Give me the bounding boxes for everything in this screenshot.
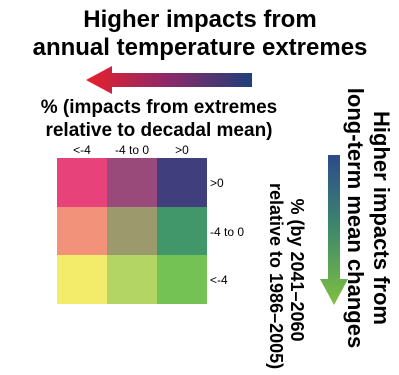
bivariate-color-legend xyxy=(57,158,207,305)
legend-cell xyxy=(57,255,107,305)
legend-cell xyxy=(57,206,107,256)
row-axis-title-line-2: relative to decadal mean) xyxy=(45,120,273,141)
legend-cell xyxy=(107,158,157,207)
top-title-line-2: annual temperature extremes xyxy=(32,34,368,61)
grid-column-axis-title: % (by 2041–2060 relative to 1986–2005) xyxy=(263,183,307,370)
column-axis-title-line-2: relative to 1986–2005) xyxy=(266,183,286,370)
down-arrow-icon xyxy=(320,155,348,305)
legend-cell xyxy=(157,206,207,256)
column-axis-title-line-1: % (by 2041–2060 xyxy=(287,198,307,342)
top-title-line-1: Higher impacts from xyxy=(83,6,317,33)
legend-cell xyxy=(107,206,157,256)
legend-cell xyxy=(157,255,207,305)
row-label-3: <-4 xyxy=(210,273,228,287)
right-title: Higher impacts from long-term mean chang… xyxy=(338,69,394,367)
right-title-line-1: Higher impacts from xyxy=(369,111,394,325)
legend-cell xyxy=(57,158,107,207)
column-label-2: -4 to 0 xyxy=(114,143,150,157)
legend-cell xyxy=(107,255,157,305)
left-arrow-icon xyxy=(86,66,252,94)
right-title-line-2: long-term mean changes xyxy=(343,87,368,349)
column-label-1: <-4 xyxy=(73,143,91,157)
grid-row-axis-title: % (impacts from extremes relative to dec… xyxy=(28,96,290,142)
row-label-1: >0 xyxy=(210,176,224,190)
row-axis-title-line-1: % (impacts from extremes xyxy=(40,97,278,118)
top-title: Higher impacts from annual temperature e… xyxy=(20,6,380,62)
row-label-2: -4 to 0 xyxy=(210,225,245,239)
legend-cell xyxy=(157,158,207,207)
column-label-3: >0 xyxy=(175,143,189,157)
